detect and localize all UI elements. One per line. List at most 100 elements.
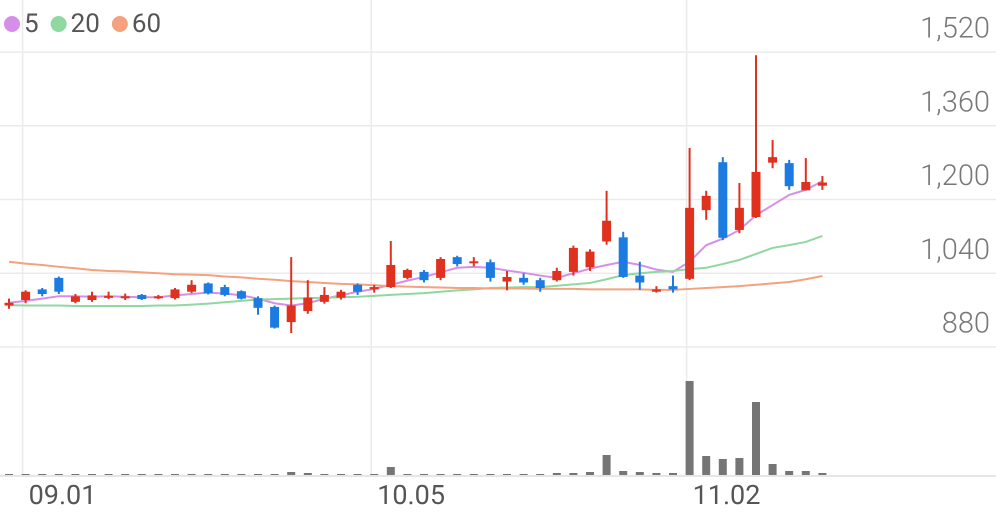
candle-body: [220, 287, 230, 295]
legend-marker: [4, 16, 20, 32]
volume-bar: [586, 472, 594, 475]
legend-label: 20: [71, 9, 100, 39]
volume-bar: [420, 474, 428, 475]
candle-body: [270, 306, 280, 328]
candle-body: [535, 280, 545, 289]
candle-body: [386, 264, 396, 288]
volume-bar: [735, 458, 744, 475]
volume-bar: [619, 471, 628, 475]
volume-bar: [370, 474, 379, 475]
volume-bar: [187, 474, 196, 475]
candle-body: [253, 298, 263, 308]
candle-body: [668, 286, 678, 290]
legend-label: 60: [132, 9, 161, 39]
volume-bar: [337, 474, 345, 475]
volume-bar: [785, 471, 794, 475]
volume-bar: [718, 459, 727, 475]
volume-bar: [154, 474, 163, 475]
volume-bar: [602, 455, 611, 475]
x-tick-label: 11.02: [693, 479, 761, 511]
candle-body: [718, 162, 728, 238]
volume-bar: [768, 464, 777, 475]
candle-body: [452, 257, 462, 265]
candle-body: [187, 284, 197, 292]
volume-bar: [54, 474, 63, 475]
volume-bar: [237, 474, 246, 475]
candle-body: [817, 182, 827, 186]
volume-bar: [453, 474, 462, 475]
candle-body: [801, 182, 811, 191]
volume-bar: [320, 474, 329, 475]
volume-bar: [469, 474, 478, 475]
volume-bar: [21, 474, 30, 475]
candle-body: [153, 296, 163, 299]
candle-body: [585, 251, 595, 268]
x-tick-label: 09.01: [29, 479, 97, 511]
volume-bar: [204, 474, 213, 475]
candle-body: [635, 275, 645, 283]
legend-marker: [50, 16, 67, 32]
ma-line: [8, 260, 823, 291]
volume-bar: [536, 474, 545, 475]
candle-body: [104, 295, 114, 298]
volume-bar: [652, 473, 661, 475]
candle-body: [685, 207, 695, 279]
candle-body: [519, 277, 529, 283]
legend-marker: [111, 16, 128, 32]
candle-body: [402, 270, 412, 278]
volume-bar: [5, 474, 13, 475]
y-tick-label: 1,200: [920, 159, 990, 193]
candle-body: [21, 291, 31, 300]
volume-bar: [403, 474, 412, 475]
candle-body: [734, 207, 744, 230]
candle-body: [784, 163, 794, 187]
volume-bar: [801, 471, 810, 475]
candle-body: [502, 276, 512, 282]
candle-body: [120, 296, 130, 299]
candle-body: [203, 283, 213, 294]
candle-body: [236, 291, 246, 299]
volume-bar: [88, 474, 96, 475]
candle-body: [485, 262, 495, 278]
volume-bar: [635, 472, 644, 475]
volume-bar: [436, 474, 445, 475]
candle-body: [602, 220, 612, 242]
volume-bar: [685, 381, 694, 475]
volume-bar: [38, 474, 47, 475]
candle-body: [303, 297, 313, 312]
candle-body: [353, 284, 363, 292]
y-tick-label: 880: [942, 307, 990, 341]
volume-bar: [171, 474, 179, 475]
y-tick-label: 1,360: [920, 85, 990, 119]
volume-bar: [486, 474, 495, 475]
candle-body: [54, 277, 64, 292]
y-tick-label: 1,520: [920, 12, 990, 46]
candle-body: [369, 287, 379, 290]
volume-bar: [220, 474, 229, 475]
candle-body: [87, 295, 97, 300]
volume-bar: [303, 473, 312, 475]
candle-body: [70, 296, 80, 302]
volume-bar: [669, 473, 677, 475]
candle-body: [419, 271, 429, 281]
volume-bar: [137, 474, 146, 475]
x-tick-label: 10.05: [377, 479, 445, 511]
legend-label: 5: [24, 9, 39, 39]
candle-body: [137, 294, 147, 300]
candle-body: [751, 171, 761, 218]
candle-body: [4, 302, 14, 306]
volume-bar: [702, 456, 711, 475]
candle-body: [701, 195, 711, 211]
candle-body: [170, 289, 180, 299]
volume-bar: [386, 467, 395, 475]
volume-bar: [353, 474, 362, 475]
y-tick-label: 1,040: [920, 233, 990, 267]
candle-body: [618, 237, 628, 277]
volume-bar: [503, 474, 511, 475]
candle-body: [651, 289, 661, 292]
volume-bar: [569, 473, 578, 475]
volume-bar: [121, 474, 130, 475]
candle-body: [568, 247, 578, 272]
volume-bar: [287, 472, 296, 475]
